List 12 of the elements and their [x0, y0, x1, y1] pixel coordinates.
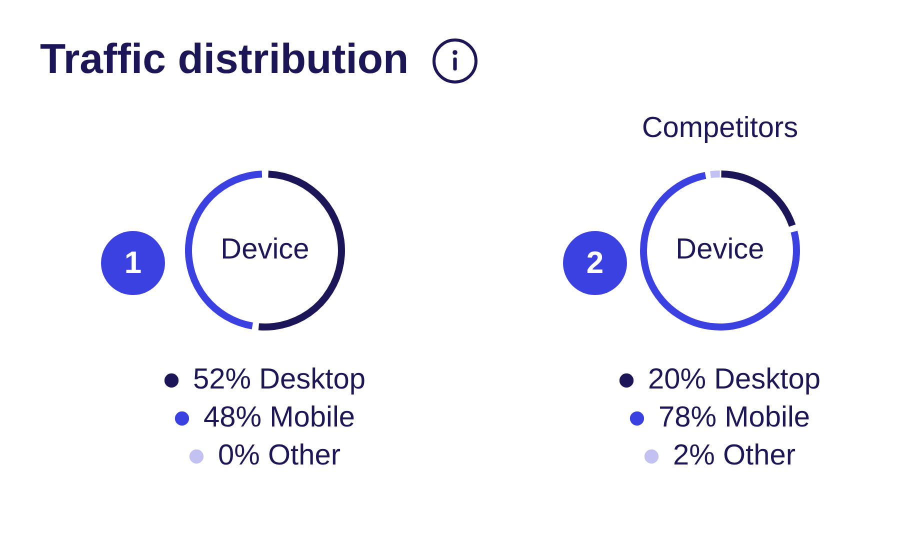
legend-label: 20% Desktop	[648, 364, 821, 396]
legend-label: 2% Other	[673, 440, 796, 472]
text: Device	[220, 234, 310, 266]
text: 1	[123, 245, 143, 281]
chart-title: Competitors	[640, 111, 800, 145]
text: Device	[676, 234, 764, 266]
legend-label: 52% Desktop	[193, 364, 366, 396]
legend-label: 78% Mobile	[658, 402, 810, 434]
legend-label: 48% Mobile	[203, 402, 356, 434]
legend-label: 0% Other	[218, 440, 341, 472]
text: 2	[585, 245, 605, 281]
chart-title: Traffic distribution	[40, 35, 409, 83]
